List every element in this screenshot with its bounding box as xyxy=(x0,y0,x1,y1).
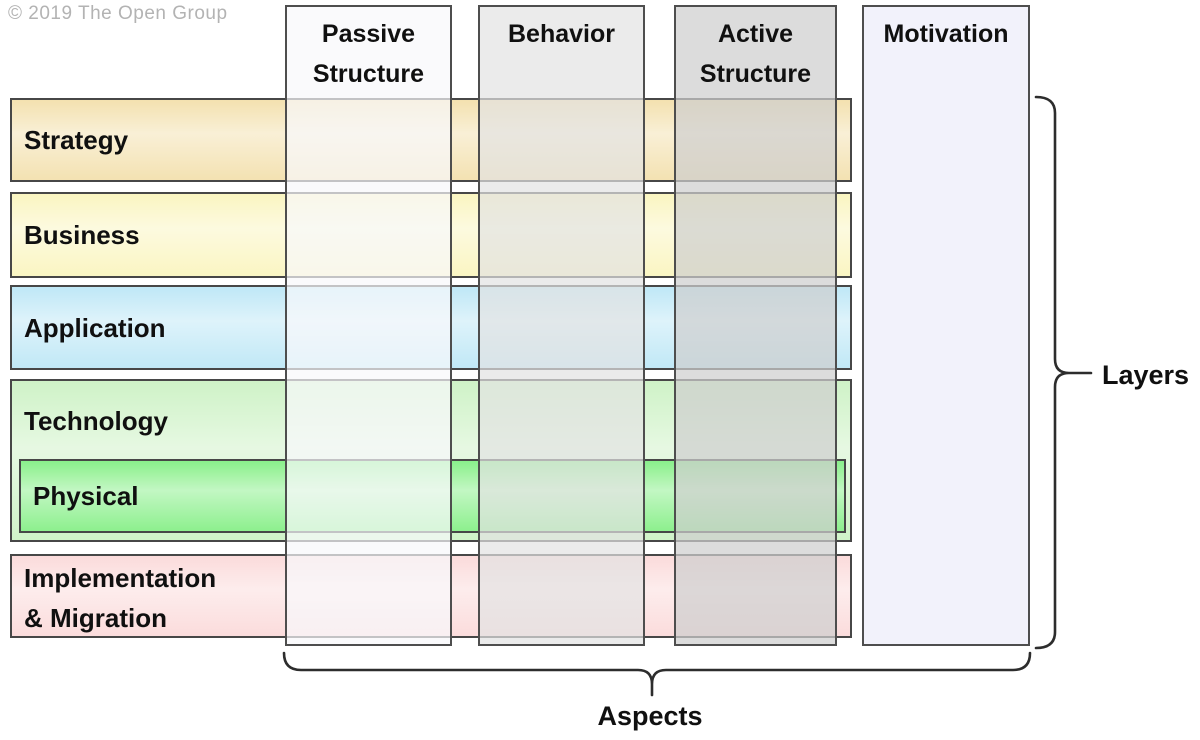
aspect-label-passive-structure: Passive Structure xyxy=(287,7,450,94)
layer-label-implementation-line1: Implementation xyxy=(24,563,217,593)
layer-label-application: Application xyxy=(24,312,166,343)
aspects-bracket xyxy=(282,651,1032,697)
layers-bracket xyxy=(1034,95,1093,650)
aspect-label-behavior: Behavior xyxy=(480,7,643,54)
aspect-label-motivation: Motivation xyxy=(864,7,1028,54)
aspect-label-motivation-line1: Motivation xyxy=(883,20,1009,48)
aspect-label-passive-line1: Passive xyxy=(321,20,416,48)
aspects-bracket-label: Aspects xyxy=(597,701,703,731)
layer-label-strategy: Strategy xyxy=(24,125,129,155)
layer-label-implementation-migration: Implementation & Migration xyxy=(12,556,850,638)
layers-bracket-label: Layers xyxy=(1102,360,1190,390)
aspect-label-active-line1: Active xyxy=(717,20,794,48)
aspect-label-active-line2: Structure xyxy=(699,60,812,88)
aspect-column-active-structure: Active Structure xyxy=(674,5,837,646)
aspect-column-passive-structure: Passive Structure xyxy=(285,5,452,646)
layer-label-technology: Technology xyxy=(24,406,168,436)
aspect-label-active-structure: Active Structure xyxy=(676,7,835,94)
aspect-label-behavior-line1: Behavior xyxy=(508,20,615,48)
copyright-notice: © 2019 The Open Group xyxy=(8,3,228,24)
aspect-column-motivation: Motivation xyxy=(862,5,1030,646)
aspect-label-passive-line2: Structure xyxy=(312,60,425,88)
layer-label-implementation-line2: & Migration xyxy=(24,603,167,633)
layer-label-business: Business xyxy=(24,220,140,250)
layer-label-physical: Physical xyxy=(33,481,139,511)
aspect-column-behavior: Behavior xyxy=(478,5,645,646)
